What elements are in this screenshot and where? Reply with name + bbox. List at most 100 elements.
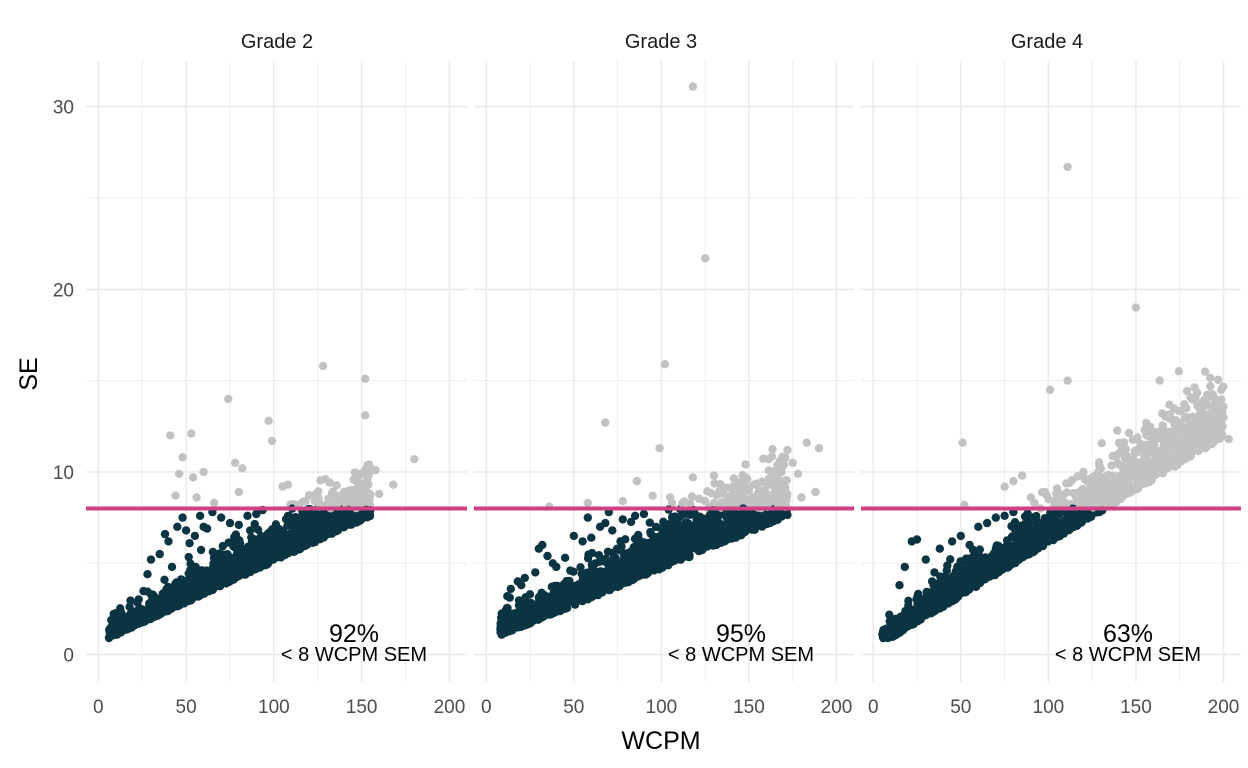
- point-below-threshold: [256, 544, 265, 553]
- point-above-threshold: [171, 491, 180, 500]
- point-below-threshold: [704, 519, 713, 529]
- point-above-threshold: [709, 471, 719, 480]
- point-above-threshold: [707, 489, 716, 498]
- point-above-threshold: [332, 491, 342, 500]
- point-above-threshold: [701, 497, 710, 506]
- point-below-threshold: [543, 599, 553, 608]
- point-below-threshold: [560, 553, 570, 562]
- point-below-threshold: [517, 618, 527, 627]
- point-below-threshold: [1040, 532, 1050, 542]
- point-above-threshold: [1139, 463, 1149, 472]
- point-below-threshold: [160, 529, 170, 539]
- point-above-threshold: [788, 458, 797, 467]
- x-tick-label: 0: [93, 697, 104, 718]
- point-below-threshold: [886, 632, 895, 641]
- x-axis-title: WCPM: [621, 727, 700, 755]
- point-above-threshold: [782, 476, 791, 485]
- point-above-threshold: [1063, 376, 1072, 385]
- x-tick-label: 50: [176, 697, 197, 718]
- point-below-threshold: [224, 538, 233, 547]
- point-below-threshold: [154, 598, 163, 608]
- point-below-threshold: [107, 615, 116, 625]
- point-below-threshold: [143, 570, 152, 579]
- point-above-threshold: [701, 254, 710, 263]
- point-above-threshold: [1140, 425, 1149, 435]
- point-above-threshold: [1140, 474, 1149, 483]
- percent-label: 92%: [329, 620, 379, 648]
- point-below-threshold: [626, 572, 635, 581]
- point-below-threshold: [263, 543, 272, 552]
- point-below-threshold: [664, 526, 673, 535]
- point-below-threshold: [974, 522, 983, 531]
- point-below-threshold: [195, 511, 205, 520]
- point-below-threshold: [165, 584, 175, 593]
- point-above-threshold: [199, 467, 208, 477]
- point-above-threshold: [1163, 464, 1172, 473]
- point-above-threshold: [1045, 385, 1055, 394]
- point-above-threshold: [632, 476, 642, 486]
- point-above-threshold: [339, 487, 349, 497]
- point-below-threshold: [333, 513, 343, 522]
- point-below-threshold: [231, 530, 241, 539]
- point-above-threshold: [583, 498, 592, 508]
- point-above-threshold: [762, 478, 771, 488]
- point-below-threshold: [606, 565, 615, 574]
- point-below-threshold: [246, 526, 255, 535]
- point-above-threshold: [618, 497, 627, 506]
- point-above-threshold: [1165, 400, 1174, 409]
- point-below-threshold: [1045, 517, 1055, 527]
- point-below-threshold: [997, 559, 1007, 568]
- point-below-threshold: [508, 613, 517, 623]
- point-above-threshold: [1147, 465, 1156, 474]
- point-below-threshold: [576, 563, 585, 572]
- point-above-threshold: [1201, 394, 1211, 404]
- point-below-threshold: [608, 526, 617, 535]
- point-below-threshold: [531, 568, 540, 577]
- y-tick-label: 30: [53, 98, 74, 119]
- point-below-threshold: [164, 537, 173, 546]
- point-below-threshold: [904, 601, 913, 610]
- point-below-threshold: [675, 512, 684, 522]
- point-above-threshold: [1165, 454, 1174, 464]
- point-below-threshold: [895, 581, 904, 590]
- point-below-threshold: [970, 578, 979, 587]
- point-below-threshold: [1011, 558, 1020, 568]
- point-below-threshold: [165, 590, 175, 600]
- point-below-threshold: [916, 599, 925, 608]
- threshold-note: < 8 WCPM SEM: [281, 644, 427, 666]
- point-above-threshold: [1009, 476, 1018, 486]
- point-below-threshold: [1032, 511, 1041, 521]
- point-below-threshold: [649, 532, 658, 541]
- point-below-threshold: [184, 552, 193, 562]
- point-below-threshold: [583, 554, 593, 563]
- point-above-threshold: [318, 361, 328, 371]
- point-below-threshold: [900, 562, 909, 572]
- point-below-threshold: [582, 572, 591, 581]
- x-tick-label: 200: [821, 697, 853, 718]
- point-above-threshold: [361, 374, 370, 383]
- point-above-threshold: [371, 465, 380, 475]
- point-above-threshold: [1132, 481, 1142, 490]
- point-below-threshold: [935, 544, 944, 553]
- point-below-threshold: [601, 518, 610, 528]
- point-below-threshold: [517, 581, 526, 590]
- point-below-threshold: [270, 547, 279, 556]
- point-below-threshold: [1034, 544, 1043, 553]
- point-below-threshold: [1062, 517, 1071, 526]
- x-tick-label: 200: [434, 697, 466, 718]
- point-above-threshold: [736, 482, 745, 491]
- point-below-threshold: [1014, 535, 1023, 544]
- point-below-threshold: [879, 633, 888, 643]
- point-below-threshold: [173, 583, 182, 592]
- point-below-threshold: [191, 588, 200, 597]
- point-below-threshold: [977, 571, 986, 580]
- point-above-threshold: [1000, 482, 1009, 491]
- point-below-threshold: [530, 601, 539, 610]
- point-below-threshold: [519, 609, 528, 619]
- point-below-threshold: [684, 519, 693, 528]
- point-above-threshold: [1017, 471, 1027, 480]
- point-above-threshold: [678, 498, 687, 508]
- point-below-threshold: [506, 625, 515, 634]
- point-below-threshold: [1002, 548, 1011, 557]
- y-axis-title: SE: [15, 357, 43, 390]
